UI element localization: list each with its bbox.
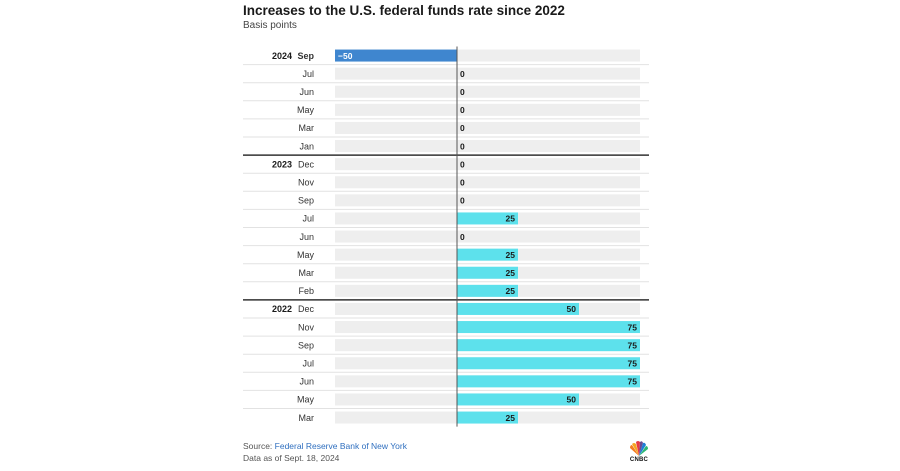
data-label: 0: [460, 87, 465, 97]
month-label: Feb: [298, 286, 314, 296]
month-label: May: [297, 105, 315, 115]
month-label: Mar: [299, 413, 315, 423]
bar-track: [335, 103, 640, 116]
bar-track: [335, 67, 640, 80]
bar: [457, 248, 518, 261]
data-label: 75: [628, 358, 638, 368]
source-note: Source: Federal Reserve Bank of New York: [243, 441, 407, 451]
data-label: 25: [506, 214, 516, 224]
month-label: Sep: [298, 196, 314, 206]
data-label: 75: [628, 377, 638, 387]
month-label: Jun: [299, 377, 314, 387]
data-label: −50: [338, 51, 353, 61]
month-label: Jul: [302, 214, 314, 224]
month-label: Jul: [302, 358, 314, 368]
cnbc-logo: CNBC: [628, 440, 650, 466]
data-label: 0: [460, 196, 465, 206]
year-label: 2024: [272, 51, 292, 61]
chart-subtitle: Basis points: [243, 20, 297, 31]
bar: [457, 212, 518, 225]
year-label: 2023: [272, 159, 292, 169]
bar: [457, 375, 640, 388]
month-label: Jan: [299, 141, 314, 151]
peacock-icon: [630, 441, 648, 456]
source-label: Source:: [243, 441, 275, 451]
bar: [457, 266, 518, 279]
bar-chart: 2024 Sep −50 Jul 0 Jun 0 May 0 Mar 0 Jan 0 2023 Dec 0 No…: [243, 46, 649, 427]
data-label: 0: [460, 105, 465, 115]
month-label: Sep: [298, 340, 314, 350]
month-label: May: [297, 395, 315, 405]
bar: [457, 357, 640, 370]
bar-track: [335, 230, 640, 243]
as-of-note: Data as of Sept. 18, 2024: [243, 453, 340, 463]
bar-track: [335, 140, 640, 153]
month-label: Mar: [299, 123, 315, 133]
bar: [335, 49, 457, 62]
source-link[interactable]: Federal Reserve Bank of New York: [274, 441, 407, 451]
bar: [457, 321, 640, 334]
data-label: 25: [506, 250, 516, 260]
data-label: 50: [567, 304, 577, 314]
month-label: Dec: [298, 159, 315, 169]
data-label: 75: [628, 340, 638, 350]
bar: [457, 393, 579, 406]
month-label: Mar: [299, 268, 315, 278]
month-label: Jun: [299, 232, 314, 242]
data-label: 0: [460, 69, 465, 79]
month-label: Jul: [302, 69, 314, 79]
logo-text: CNBC: [629, 457, 649, 463]
bar: [457, 411, 518, 424]
data-label: 25: [506, 286, 516, 296]
data-label: 0: [460, 159, 465, 169]
data-label: 0: [460, 141, 465, 151]
month-label: May: [297, 250, 315, 260]
data-label: 0: [460, 177, 465, 187]
year-label: 2022: [272, 304, 292, 314]
bar: [457, 339, 640, 352]
data-label: 75: [628, 322, 638, 332]
data-label: 50: [567, 395, 577, 405]
bar: [457, 284, 518, 297]
data-label: 0: [460, 123, 465, 133]
bar: [457, 302, 579, 315]
data-label: 25: [506, 268, 516, 278]
data-label: 0: [460, 232, 465, 242]
bar-track: [335, 176, 640, 189]
chart-title: Increases to the U.S. federal funds rate…: [243, 3, 565, 18]
data-label: 25: [506, 413, 516, 423]
bar-track: [335, 194, 640, 207]
month-label: Nov: [298, 177, 315, 187]
month-label: Nov: [298, 322, 315, 332]
bar-track: [335, 85, 640, 98]
month-label: Sep: [297, 51, 314, 61]
bar-track: [335, 158, 640, 171]
month-label: Dec: [298, 304, 315, 314]
bar-track: [335, 121, 640, 134]
month-label: Jun: [299, 87, 314, 97]
